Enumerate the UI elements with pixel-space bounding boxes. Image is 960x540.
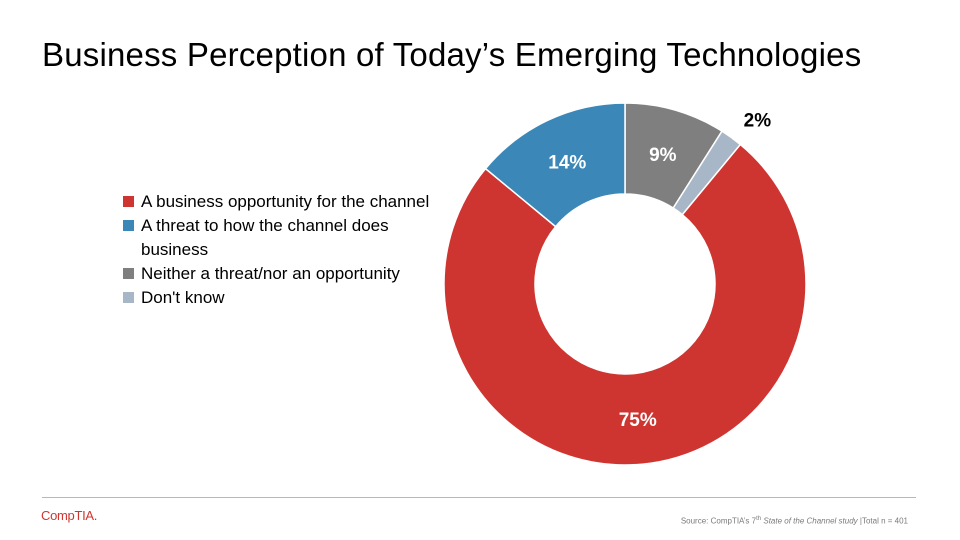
slice-opportunity — [443, 143, 807, 466]
slice-threat — [484, 102, 626, 228]
legend-label-threat: A threat to how the channel does busines… — [141, 216, 389, 259]
label-threat: 14% — [548, 152, 586, 173]
legend-swatch-threat — [123, 220, 134, 231]
legend-item-neither: Neither a threat/nor an opportunity — [123, 262, 443, 286]
legend-item-opportunity: A business opportunity for the channel — [123, 190, 443, 214]
legend-label-neither: Neither a threat/nor an opportunity — [141, 264, 400, 283]
legend-swatch-dont-know — [123, 292, 134, 303]
legend-swatch-opportunity — [123, 196, 134, 207]
source-note: Source: CompTIA’s 7th State of the Chann… — [680, 516, 908, 526]
legend-label-opportunity: A business opportunity for the channel — [141, 192, 430, 211]
footer-divider — [42, 497, 916, 498]
legend-item-dont-know: Don't know — [123, 286, 443, 310]
label-opportunity: 75% — [619, 410, 657, 431]
page-title: Business Perception of Today’s Emerging … — [42, 36, 862, 73]
label-neither: 9% — [649, 145, 677, 166]
chart-legend: A business opportunity for the channel A… — [123, 190, 443, 310]
legend-label-dont-know: Don't know — [141, 288, 225, 307]
label-dont-know: 2% — [744, 111, 772, 132]
legend-swatch-neither — [123, 268, 134, 279]
comptia-logo: CompTIA. — [41, 508, 98, 523]
legend-item-threat: A threat to how the channel does busines… — [123, 214, 443, 262]
